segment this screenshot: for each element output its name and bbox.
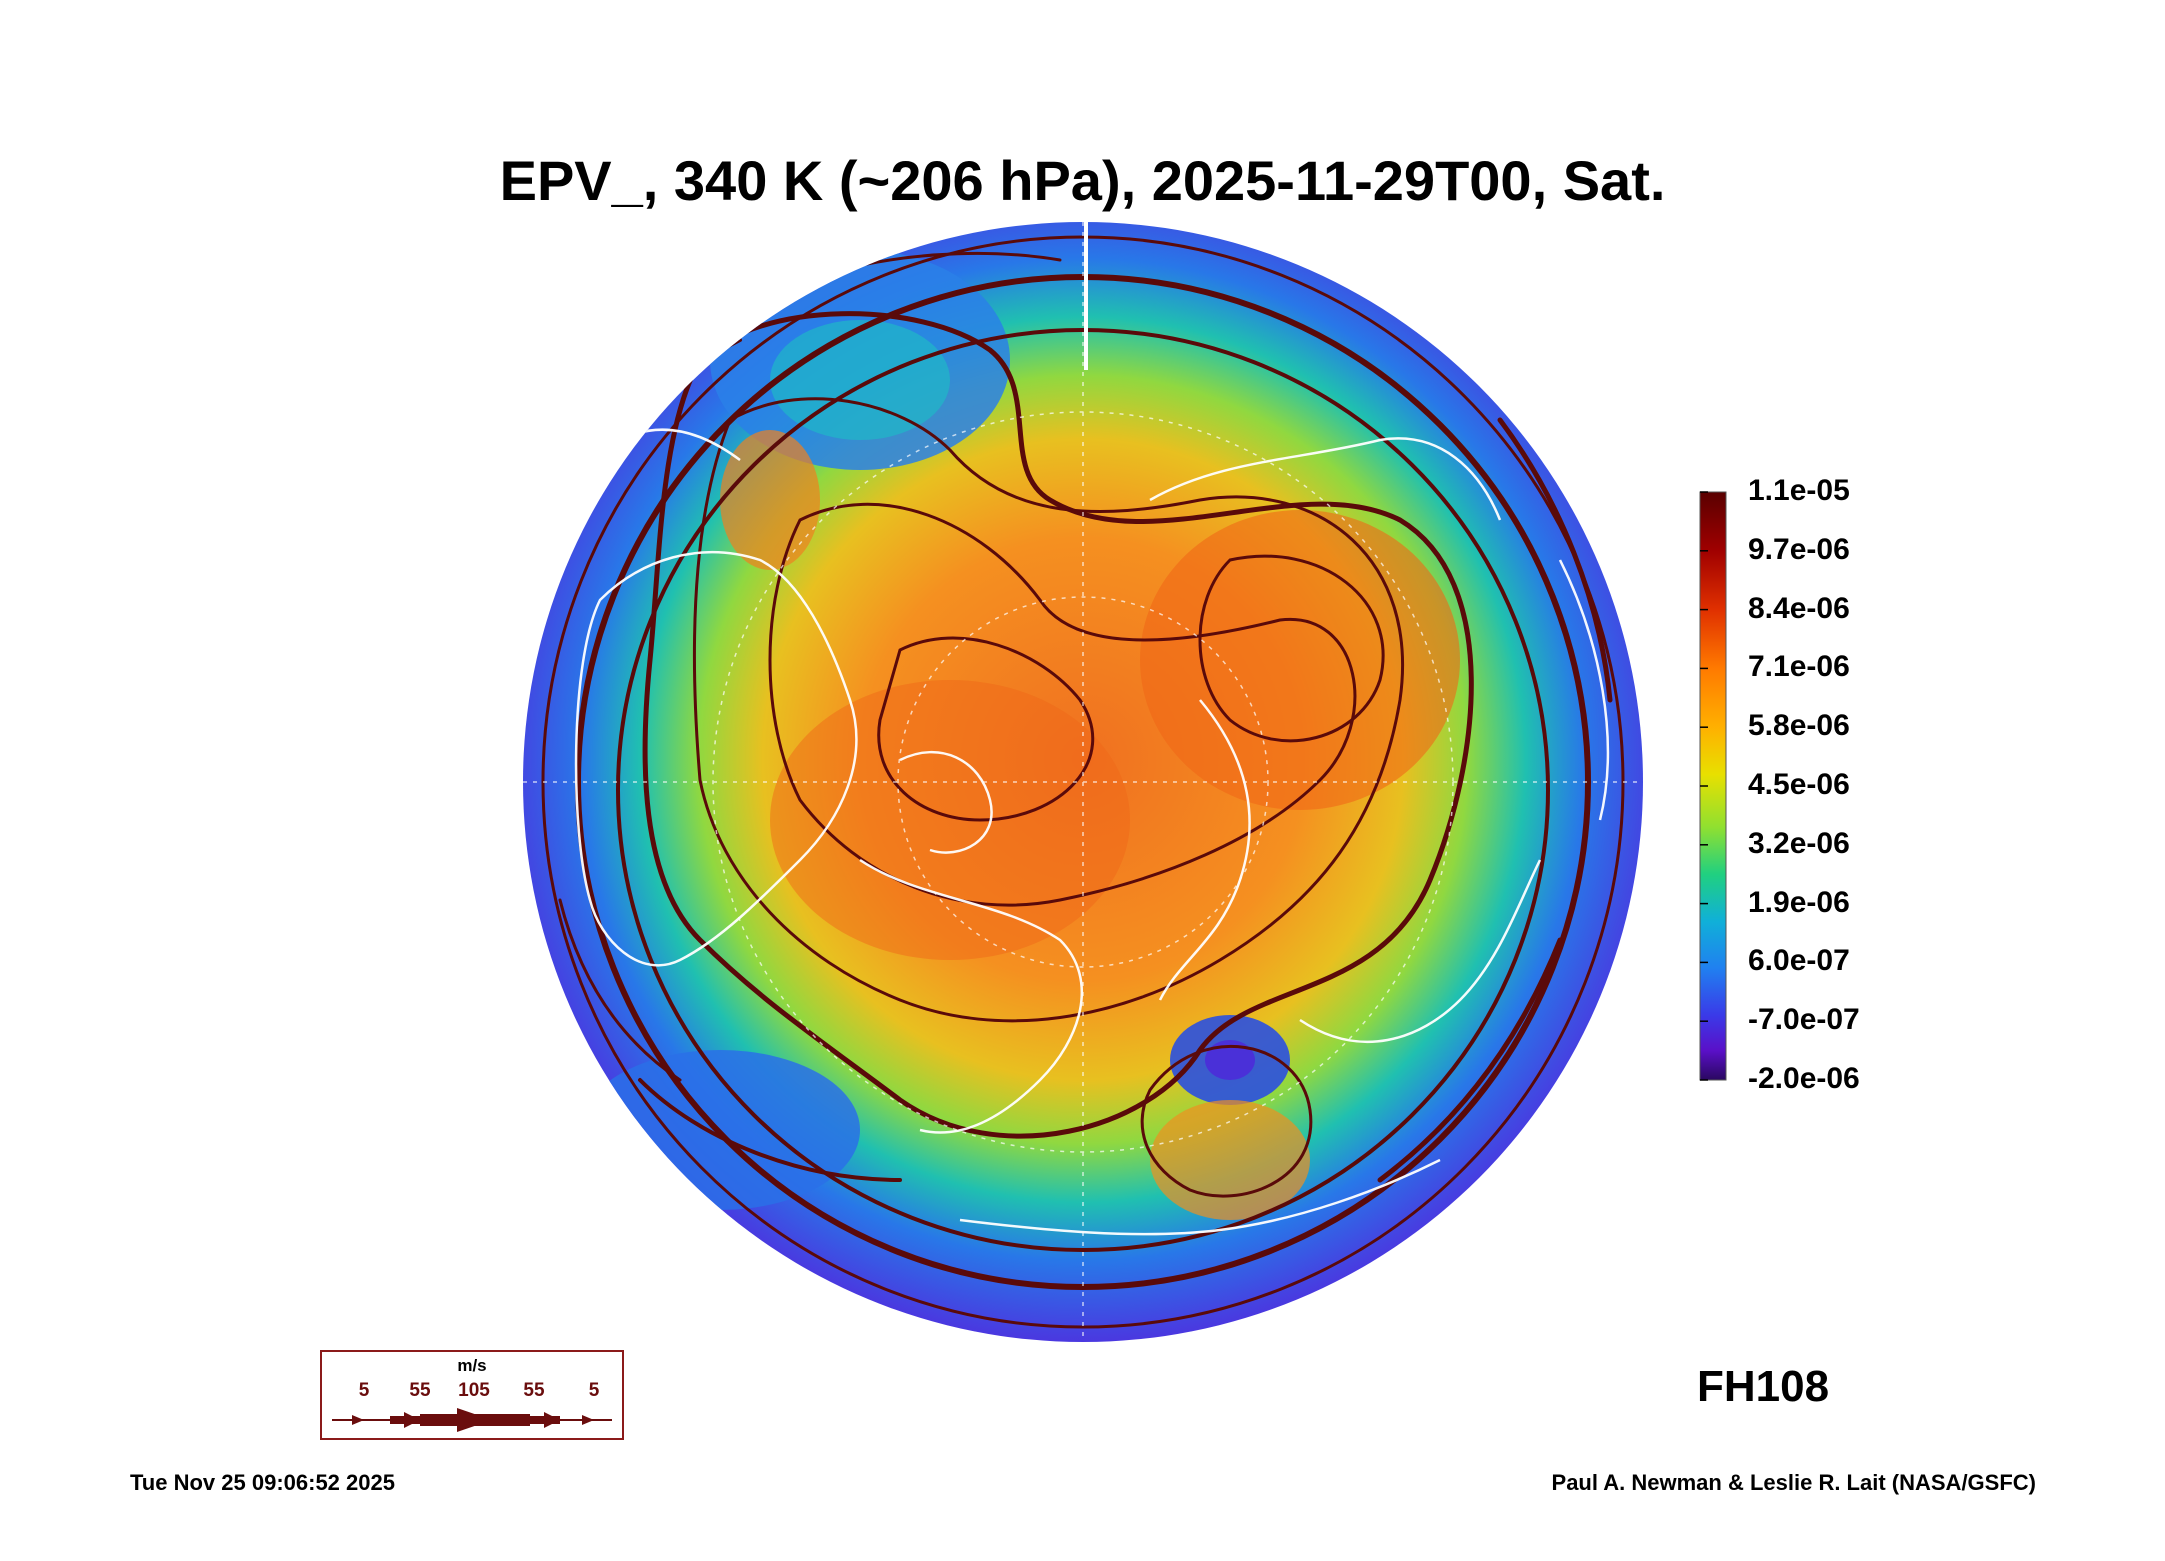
colorbar-label: 4.5e-06: [1748, 768, 1850, 801]
wind-speed-legend: m/s 5 55 105 55 5: [320, 1350, 624, 1440]
wind-label-3: 105: [458, 1380, 490, 1401]
wind-unit-label: m/s: [457, 1356, 487, 1375]
colorbar-label: 3.2e-06: [1748, 826, 1850, 860]
wind-arrow-graphic: [332, 1408, 612, 1432]
colorbar-label: 6.0e-07: [1748, 944, 1850, 978]
graticule: [523, 222, 1643, 1342]
colorbar-label: -7.0e-07: [1748, 1003, 1860, 1037]
forecast-hour: FH108: [1697, 1362, 1830, 1411]
wind-label-1: 5: [358, 1380, 370, 1401]
colorbar-label: 1.1e-05: [1748, 474, 1850, 507]
wind-label-4: 55: [523, 1380, 545, 1401]
colorbar-label: 1.9e-06: [1748, 885, 1850, 919]
plot-title: EPV_, 340 K (~206 hPa), 2025-11-29T00, S…: [499, 149, 1666, 212]
colorbar-label: 9.7e-06: [1748, 532, 1850, 566]
colorbar-label: 7.1e-06: [1748, 650, 1850, 684]
colorbar-label: -2.0e-06: [1748, 1062, 1860, 1095]
credit: Paul A. Newman & Leslie R. Lait (NASA/GS…: [1551, 1470, 2036, 1495]
colorbar-label: 8.4e-06: [1748, 591, 1850, 625]
wind-label-5: 5: [588, 1380, 600, 1401]
colorbar-ticks: [1700, 491, 1708, 1081]
colorbar-label: 5.8e-06: [1748, 709, 1850, 743]
timestamp: Tue Nov 25 09:06:52 2025: [130, 1470, 395, 1495]
wind-label-2: 55: [409, 1380, 431, 1401]
